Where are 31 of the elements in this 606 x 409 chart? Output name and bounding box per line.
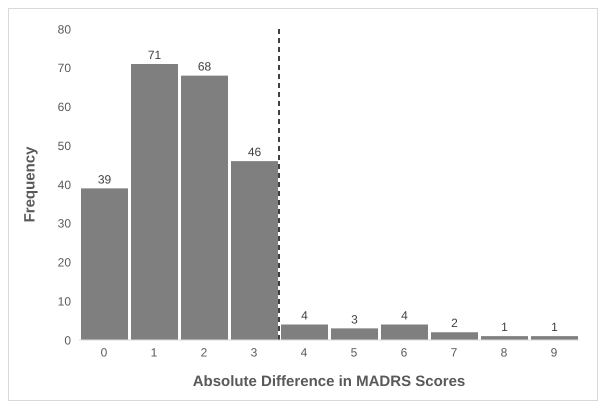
y-tick-label: 70 — [58, 61, 72, 76]
data-label: 2 — [451, 316, 458, 330]
data-label: 68 — [198, 60, 212, 74]
x-tick-label: 2 — [200, 346, 208, 360]
x-tick-label: 3 — [250, 346, 258, 360]
x-tick-label: 9 — [550, 346, 558, 360]
data-label: 39 — [98, 172, 112, 186]
data-label: 1 — [501, 320, 508, 334]
data-label: 1 — [551, 320, 558, 334]
x-tick-label: 4 — [300, 346, 308, 360]
y-tick-label: 50 — [58, 138, 72, 153]
data-label: 46 — [248, 145, 262, 160]
data-label: 4 — [401, 308, 408, 322]
x-tick-label: 0 — [100, 346, 108, 360]
data-label: 4 — [301, 308, 308, 322]
x-tick-label: 7 — [450, 346, 458, 360]
y-tick-label: 40 — [58, 178, 72, 192]
x-axis-title: Absolute Difference in MADRS Scores — [192, 373, 466, 390]
y-tick-label: 60 — [58, 100, 72, 114]
x-tick-label: 8 — [500, 346, 508, 360]
y-tick-label: 0 — [64, 333, 72, 348]
y-tick-label: 10 — [58, 294, 72, 308]
x-tick-label: 6 — [400, 346, 408, 360]
y-tick-label: 20 — [58, 256, 72, 270]
data-label: 71 — [148, 48, 162, 62]
data-label: 3 — [351, 312, 358, 326]
x-tick-label: 5 — [350, 346, 358, 360]
y-tick-label: 30 — [58, 216, 72, 231]
x-tick-label: 1 — [150, 346, 158, 360]
y-axis-title: Frequency — [21, 146, 38, 222]
y-tick-label: 80 — [58, 22, 72, 36]
